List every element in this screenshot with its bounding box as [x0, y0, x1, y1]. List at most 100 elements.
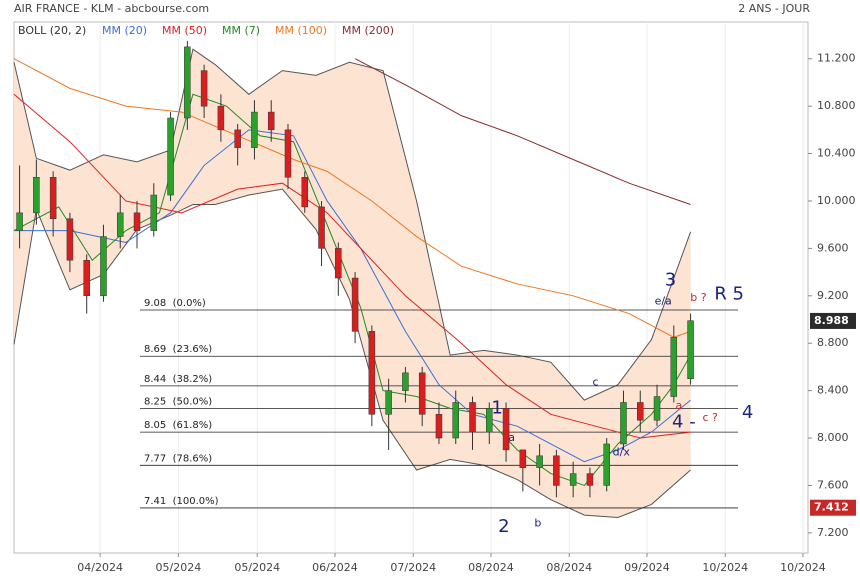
x-tick-label: 08/2024: [546, 561, 592, 574]
candle-body: [603, 443, 610, 486]
legend-entry: MM (20): [102, 24, 147, 37]
candle-body: [284, 129, 292, 178]
annotation: c: [592, 375, 598, 388]
candle-body: [251, 111, 258, 148]
candle-body: [486, 408, 493, 433]
candle-body: [335, 248, 342, 279]
band-lower: [13, 188, 691, 518]
candle-body: [267, 111, 275, 131]
price-tag: [810, 499, 856, 516]
fib-label: 9.08 (0.0%): [144, 298, 206, 309]
annotation: b: [534, 516, 541, 529]
x-tick-label: 07/2024: [390, 561, 436, 574]
y-tick-label: 9.600: [817, 241, 849, 254]
candle-body: [418, 372, 426, 415]
x-tick-label: 09/2024: [624, 561, 670, 574]
fib-label: 8.44 (38.2%): [144, 374, 212, 385]
candle-body: [637, 402, 644, 421]
legend-entry: MM (7): [222, 24, 260, 37]
candle-body: [687, 320, 694, 380]
candle-body: [100, 236, 107, 297]
x-tick-label: 10/2024: [702, 561, 748, 574]
ma-line: [13, 93, 691, 439]
fib-label: 8.05 (61.8%): [144, 420, 212, 431]
candle-body: [569, 473, 577, 486]
candle-body: [301, 177, 309, 208]
fib-label: 7.41 (100.0%): [144, 496, 219, 507]
annotation: 4: [742, 402, 753, 423]
y-tick-label: 7.200: [817, 526, 849, 539]
annotation: d/x: [613, 445, 631, 458]
annotation: a: [675, 399, 682, 412]
fib-label: 7.77 (78.6%): [144, 453, 212, 464]
annotation: a: [508, 431, 515, 444]
candle-body: [150, 194, 158, 231]
y-tick-label: 8.800: [817, 336, 849, 349]
candle-body: [402, 372, 409, 391]
y-tick-label: 10.000: [817, 194, 856, 207]
annotation: R 5: [714, 284, 744, 305]
candle-body: [16, 212, 23, 231]
legend-entry: MM (50): [162, 24, 207, 37]
fib-label: 8.25 (50.0%): [144, 396, 212, 407]
annotation: 3: [665, 269, 676, 290]
candle-body: [620, 402, 627, 445]
candle-body: [502, 408, 510, 451]
candle-body: [83, 259, 90, 297]
x-tick-label: 04/2024: [77, 561, 123, 574]
fib-label: 8.69 (23.6%): [144, 344, 212, 355]
legend-entry: BOLL (20, 2): [18, 24, 86, 37]
price-tag-label: 8.988: [814, 314, 849, 327]
chart-title: AIR FRANCE - KLM - abcbourse.com: [14, 2, 209, 15]
x-tick-label: 08/2024: [468, 561, 514, 574]
candle-body: [536, 455, 543, 468]
candle-body: [184, 46, 191, 119]
annotation: 1: [491, 397, 502, 418]
candle-body: [217, 105, 225, 131]
candle-body: [66, 218, 74, 261]
candle-body: [200, 70, 208, 107]
candle-body: [133, 212, 141, 231]
y-tick-label: 9.200: [817, 289, 849, 302]
candle-body: [469, 402, 476, 433]
candle-body: [33, 177, 40, 214]
legend-entry: MM (200): [342, 24, 394, 37]
ma-line: [354, 58, 691, 206]
ma-line: [14, 129, 691, 463]
candle-body: [368, 331, 376, 415]
candle-body: [167, 117, 174, 196]
period-label: 2 ANS - JOUR: [738, 2, 810, 15]
candle-body: [49, 177, 57, 220]
annotation: 2: [498, 516, 509, 537]
candle-body: [553, 455, 560, 486]
price-tag-label: 7.412: [814, 501, 849, 514]
candle-body: [653, 396, 661, 421]
annotation: e/a: [655, 295, 672, 308]
y-tick-label: 7.600: [817, 478, 849, 491]
candle-body: [452, 402, 459, 439]
candle-body: [586, 473, 594, 486]
x-tick-label: 05/2024: [234, 561, 280, 574]
legend-entry: MM (100): [275, 24, 327, 37]
x-tick-label: 10/2024: [780, 561, 826, 574]
y-tick-label: 8.400: [817, 384, 849, 397]
y-tick-label: 10.400: [817, 147, 856, 160]
ma-line: [13, 58, 691, 338]
x-tick-label: 06/2024: [312, 561, 358, 574]
candle-body: [519, 449, 527, 468]
candle-body: [318, 206, 325, 249]
price-tag: [810, 312, 856, 329]
candle-body: [116, 212, 124, 237]
candle-body: [234, 129, 241, 148]
y-tick-label: 11.200: [817, 52, 856, 65]
annotation: c ?: [702, 411, 718, 424]
x-tick-label: 05/2024: [156, 561, 202, 574]
candle-body: [385, 390, 392, 415]
annotation: b ?: [690, 291, 706, 304]
candle-body: [435, 414, 443, 439]
candle-body: [351, 277, 359, 332]
band-upper: [13, 48, 692, 401]
y-tick-label: 10.800: [817, 99, 856, 112]
